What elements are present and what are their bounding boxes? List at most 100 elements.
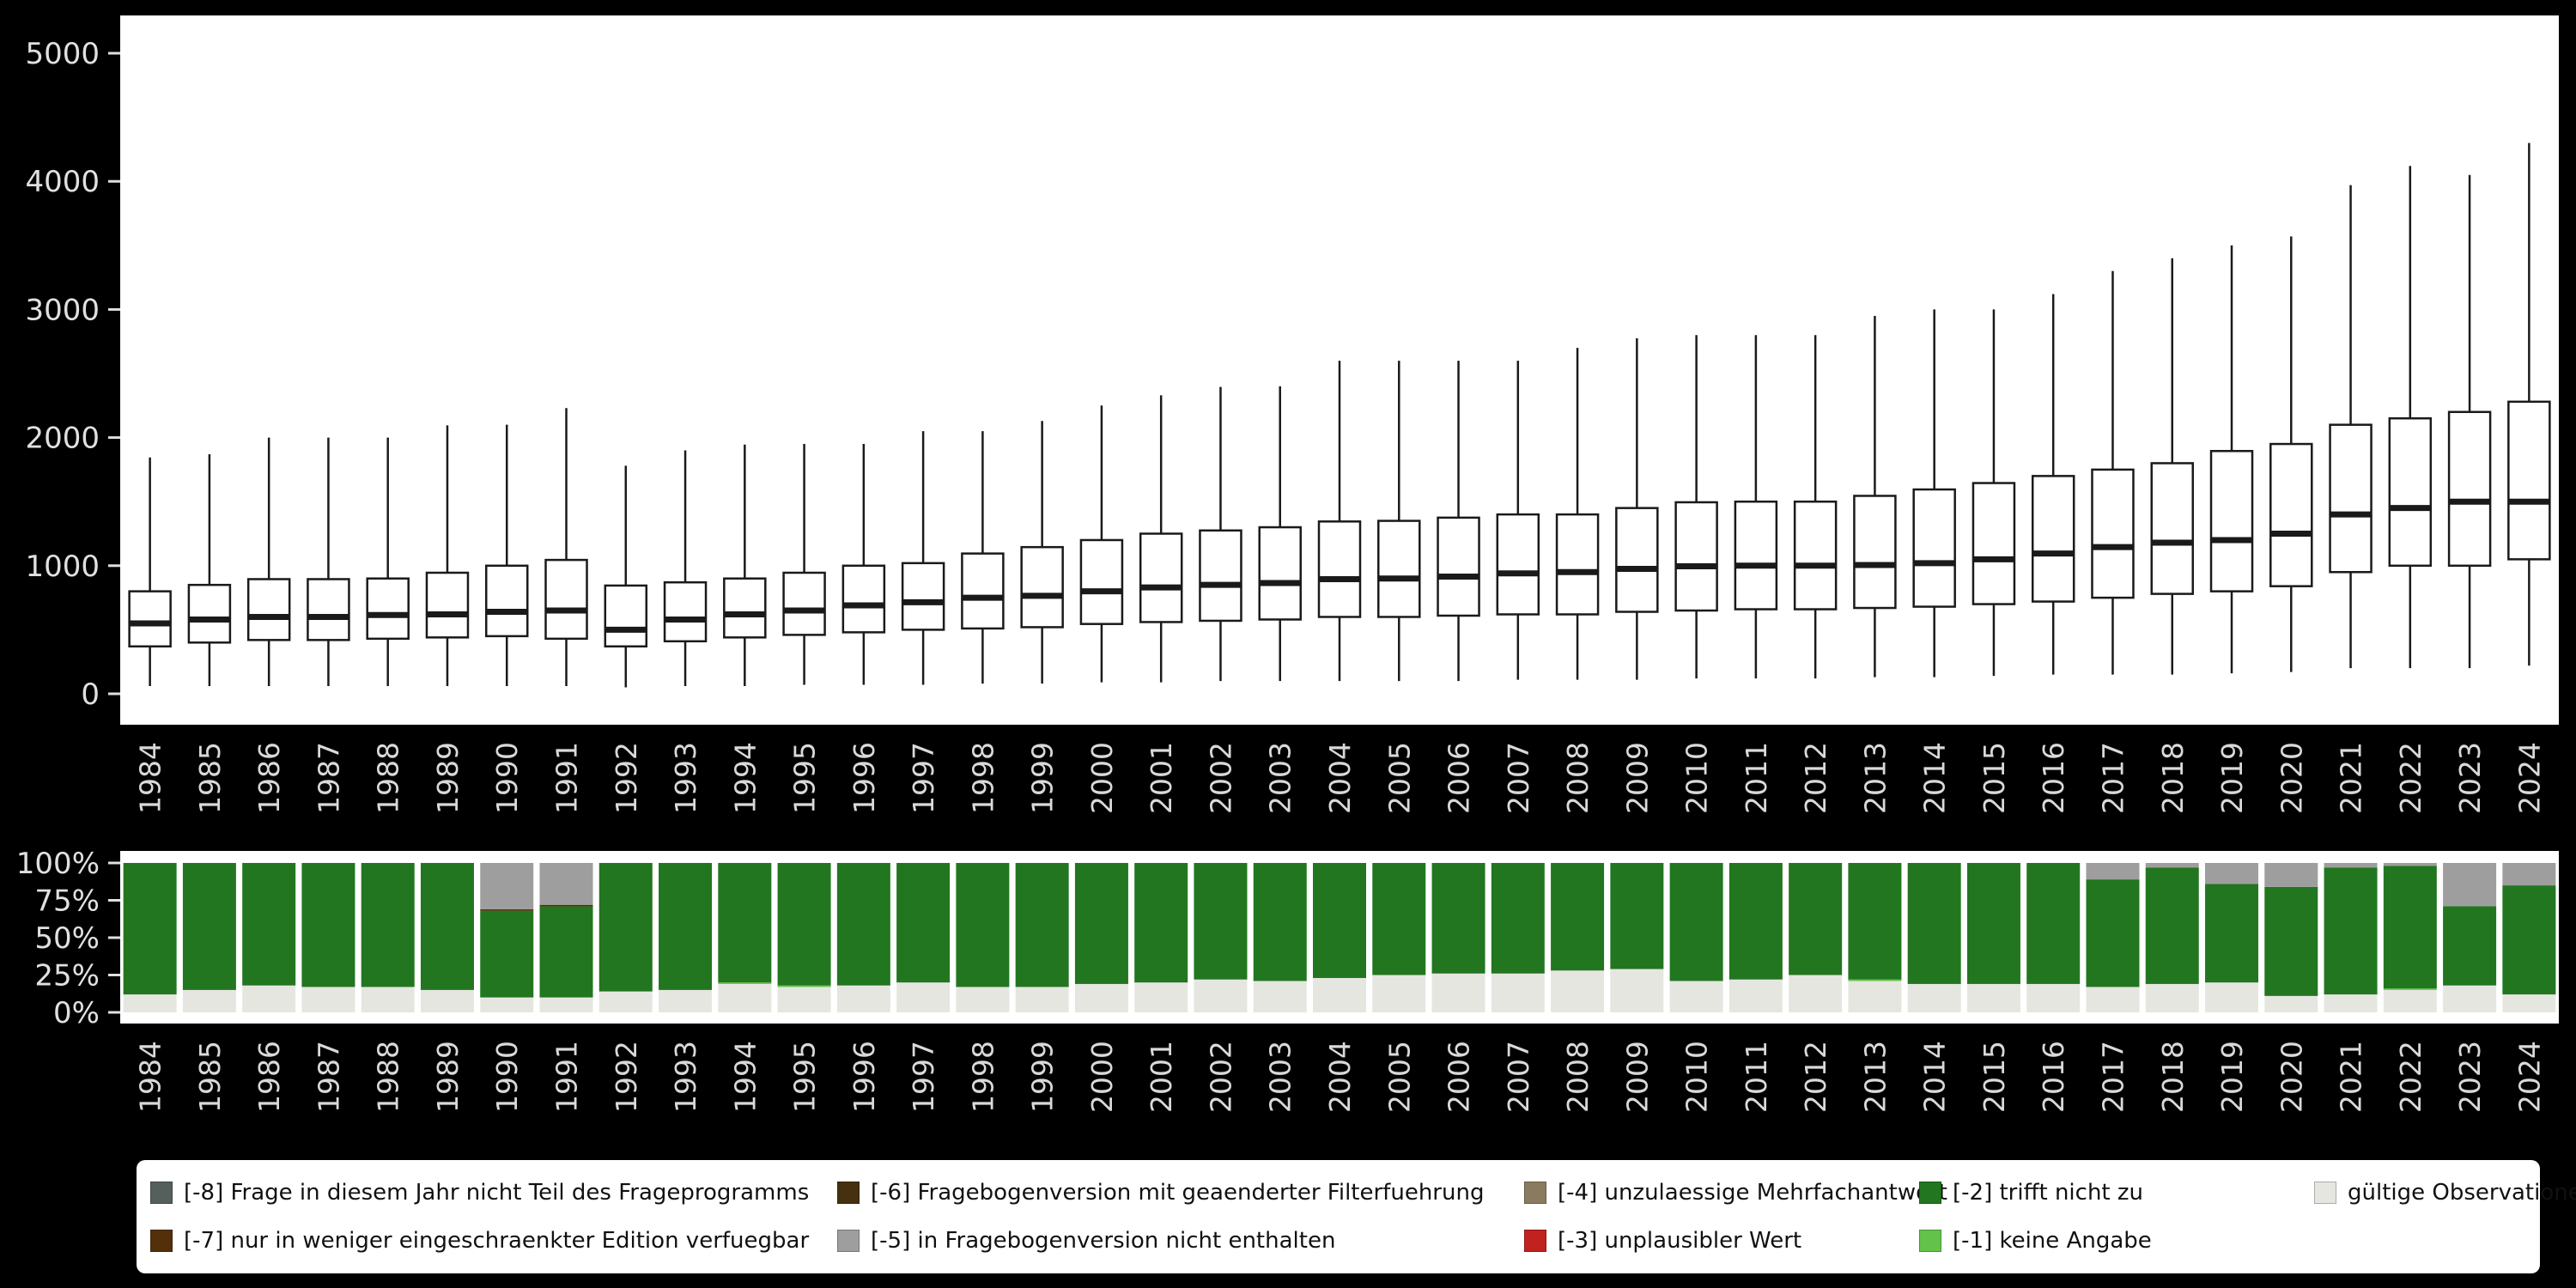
bar-segment [1074,983,1128,1012]
legend-item: [-7] nur in weniger eingeschraenkter Edi… [150,1228,837,1254]
boxplot-2023 [2447,174,2492,669]
boxplot-1995 [782,444,826,685]
x-tick-label-boxplot: 2005 [1382,742,1416,814]
x-tick-label-bars: 2014 [1918,1041,1952,1113]
stacked-bar-1984 [123,863,177,1012]
bar-segment [1907,863,1961,984]
x-tick-label-boxplot: 1998 [966,742,999,814]
bar-segment [2264,995,2318,1012]
bar-segment [896,863,951,983]
y-tick-label: 5000 [25,37,100,71]
bar-segment [1848,981,1902,1012]
bar-segment [1431,863,1485,974]
x-tick-label-bars: 1996 [848,1041,881,1113]
bar-segment [2086,879,2140,987]
legend-item: [-2] trifft nicht zu [1919,1180,2314,1206]
bar-segment [2383,863,2437,866]
bar-segment [1610,863,1664,969]
bar-segment [1966,983,2020,1012]
boxplot-1998 [961,431,1005,684]
x-tick-label-bars: 1991 [550,1041,584,1113]
bar-segment [1253,981,1307,1012]
iqr-box [307,578,350,641]
iqr-box [1317,520,1362,618]
stacked-bar-2019 [2205,863,2259,1012]
legend-item: gültige Observationen [2314,1180,2576,1206]
x-tick-label-boxplot: 2013 [1858,742,1892,814]
bar-segment [2443,985,2497,1012]
bar-segment [539,904,593,907]
x-tick-label-bars: 2000 [1085,1041,1119,1113]
stacked-bar-2021 [2324,863,2378,1012]
stacked-bar-2023 [2443,863,2497,1012]
stacked-bar-2011 [1728,863,1783,1012]
iqr-box [366,577,410,641]
bar-segment [1431,973,1485,1012]
bar-segment [2443,863,2497,907]
stacked-bar-2015 [1966,863,2020,1012]
iqr-box [2031,475,2075,603]
boxplot-1985 [187,453,232,687]
x-tick-label-bars: 1992 [610,1041,643,1113]
iqr-box [128,590,172,648]
iqr-box [2329,423,2372,574]
legend-item-label: [-6] Fragebogenversion mit geaenderter F… [871,1180,1485,1206]
x-tick-label-bars: 1993 [669,1041,702,1113]
boxplot-2006 [1437,361,1480,682]
x-tick-label-boxplot: 1999 [1026,742,1060,814]
iqr-box [484,564,529,638]
bar-segment [182,989,236,1012]
bar-segment [1848,979,1902,981]
bar-segment [301,863,355,987]
x-tick-label-boxplot: 1991 [550,742,584,814]
legend-item: [-6] Fragebogenversion mit geaenderter F… [837,1180,1524,1206]
x-tick-label-bars: 1984 [134,1041,167,1113]
x-tick-label-boxplot: 2009 [1620,742,1654,814]
bar-segment [539,863,593,905]
bar-segment [2264,886,2318,996]
boxplot-1984 [128,457,172,687]
x-tick-label-boxplot: 1988 [372,742,405,814]
x-tick-label-bars: 2024 [2512,1041,2546,1113]
x-tick-label-bars: 2012 [1799,1041,1832,1113]
bar-segment [1372,863,1426,975]
boxplot-2024 [2507,143,2551,666]
stacked-bar-1998 [956,863,1010,1012]
stacked-bar-1997 [896,863,951,1012]
boxplot-1986 [246,437,291,687]
bar-segment [598,991,653,1012]
legend-item-label: [-7] nur in weniger eingeschraenkter Edi… [184,1228,810,1254]
bar-segment [480,908,534,911]
bar-segment [1491,973,1545,1012]
bar-segment [1074,863,1128,984]
x-tick-label-boxplot: 2011 [1740,742,1773,814]
iqr-box [782,571,826,636]
boxplot-2018 [2150,258,2195,675]
bar-segment [2205,982,2259,1012]
bar-segment [361,863,415,987]
bar-segment [896,982,951,1012]
y-tick-label: 3000 [25,293,100,327]
y-tick-label: 0 [81,677,100,712]
bar-segment [1610,969,1664,1012]
boxplot-1989 [425,425,470,687]
stacked-bar-2008 [1551,863,1605,1012]
bar-segment [2145,983,2199,1012]
bar-segment [2026,863,2081,984]
legend-item-label: [-1] keine Angabe [1953,1228,2152,1254]
iqr-box [1734,500,1778,611]
iqr-box [1079,538,1124,625]
bar-segment [1907,983,1961,1012]
bar-segment [480,997,534,1012]
iqr-box [723,577,767,639]
boxplot-2005 [1377,361,1421,682]
legend-item-label: gültige Observationen [2348,1180,2576,1206]
stacked-bar-2001 [1134,863,1188,1012]
bar-segment [420,989,474,1012]
boxplot-2002 [1199,386,1242,682]
x-tick-label-boxplot: 1997 [907,742,940,814]
x-tick-label-bars: 1985 [193,1041,227,1113]
boxplot-1991 [544,408,588,687]
boxplot-1990 [484,424,529,687]
boxplot-2011 [1734,335,1778,679]
